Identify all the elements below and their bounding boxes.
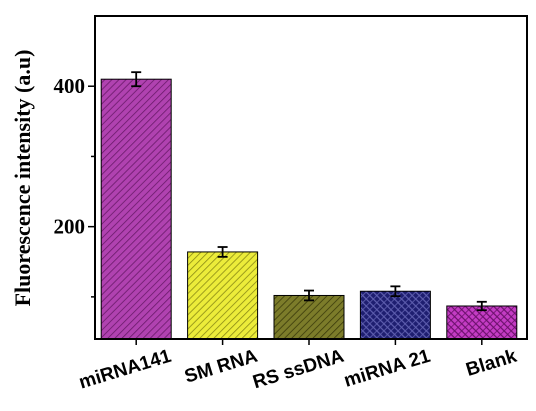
error-bar-rs-ssdna bbox=[304, 289, 314, 302]
x-tick-label: Blank bbox=[464, 346, 520, 381]
y-tick-label: 400 bbox=[54, 74, 86, 98]
x-tick-label: miRNA141 bbox=[77, 346, 174, 394]
bar-rs-ssdna bbox=[273, 294, 345, 340]
bar-mirna141 bbox=[100, 78, 172, 340]
error-bar-sm-rna bbox=[217, 246, 228, 258]
error-bars-group bbox=[131, 71, 487, 312]
plot-frame bbox=[94, 15, 528, 340]
y-tick-label: 200 bbox=[54, 215, 86, 239]
x-tick-label: miRNA 21 bbox=[342, 346, 434, 392]
error-bar-blank bbox=[476, 300, 487, 312]
x-tick-label: RS ssDNA bbox=[250, 346, 346, 394]
error-bar-mirna141 bbox=[131, 71, 142, 88]
bar-sm-rna bbox=[187, 251, 259, 340]
x-tick-label: SM RNA bbox=[182, 346, 260, 388]
error-bar-mirna-21 bbox=[390, 285, 401, 298]
y-axis: 200 400 bbox=[54, 74, 95, 298]
bar-mirna-21 bbox=[359, 290, 431, 340]
y-axis-title: Fluorescence intensity (a.u) bbox=[10, 50, 35, 307]
